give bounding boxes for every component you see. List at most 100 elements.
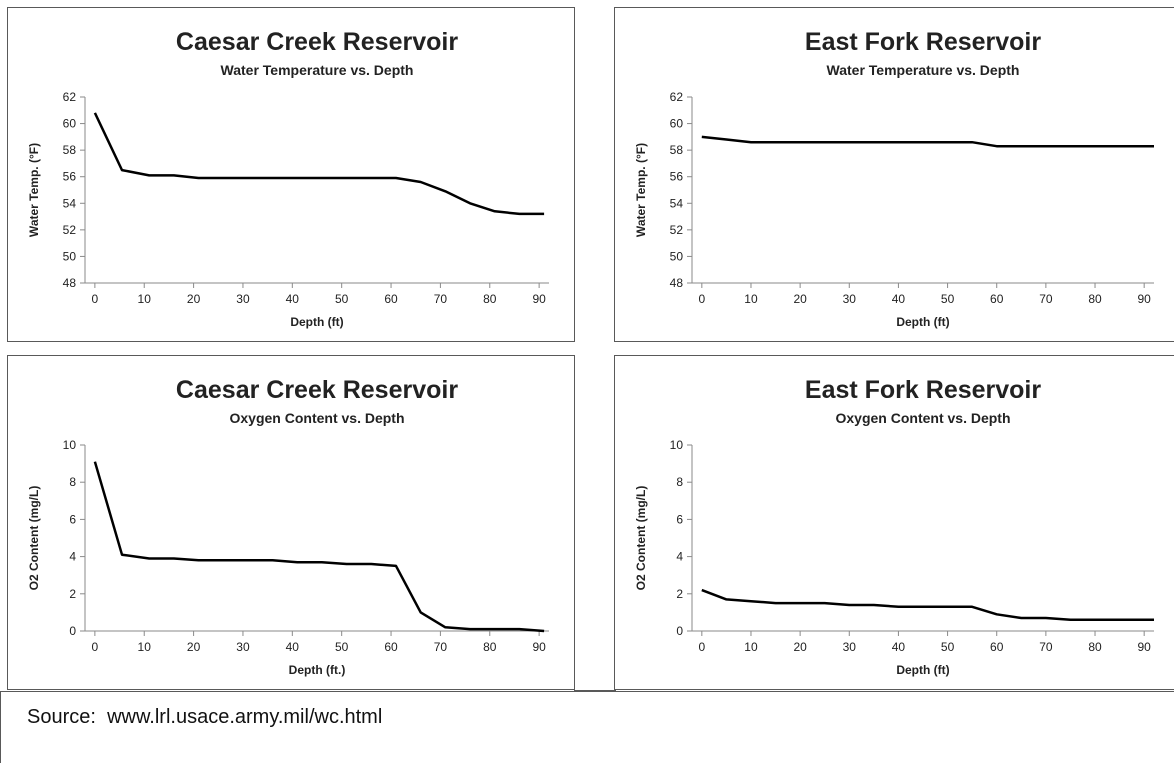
x-tick-label: 40 bbox=[892, 640, 906, 654]
y-tick-label: 2 bbox=[69, 587, 76, 601]
x-tick-label: 10 bbox=[138, 292, 152, 306]
y-tick-label: 10 bbox=[670, 438, 684, 452]
chart-eastfork-temp: East Fork Reservoir Water Temperature vs.… bbox=[634, 28, 1154, 329]
x-tick-label: 10 bbox=[744, 292, 758, 306]
x-tick-label: 60 bbox=[990, 292, 1004, 306]
x-tick-label: 80 bbox=[483, 640, 497, 654]
x-tick-label: 90 bbox=[1137, 640, 1151, 654]
y-tick-label: 0 bbox=[676, 624, 683, 638]
x-tick-label: 20 bbox=[793, 640, 807, 654]
x-tick-label: 30 bbox=[843, 640, 857, 654]
chart-panel-caesar-oxygen: Caesar Creek Reservoir Oxygen Content vs.… bbox=[7, 355, 575, 690]
chart-title: East Fork Reservoir bbox=[805, 28, 1041, 56]
y-tick-label: 6 bbox=[676, 512, 683, 526]
y-tick-label: 54 bbox=[670, 196, 684, 210]
chart-subtitle: Water Temperature vs. Depth bbox=[221, 62, 414, 78]
x-tick-label: 50 bbox=[941, 292, 955, 306]
y-tick-label: 58 bbox=[670, 143, 684, 157]
x-tick-label: 20 bbox=[187, 640, 201, 654]
y-tick-label: 58 bbox=[63, 143, 77, 157]
x-tick-label: 0 bbox=[698, 292, 705, 306]
x-tick-label: 70 bbox=[434, 640, 448, 654]
x-axis-label: Depth (ft) bbox=[896, 315, 949, 329]
chart-caesar-temp: Caesar Creek Reservoir Water Temperature … bbox=[27, 28, 549, 329]
y-tick-label: 48 bbox=[670, 276, 684, 290]
chart-eastfork-oxygen: East Fork Reservoir Oxygen Content vs. De… bbox=[634, 376, 1154, 677]
chart-subtitle: Oxygen Content vs. Depth bbox=[229, 410, 404, 426]
x-tick-label: 30 bbox=[236, 292, 250, 306]
chart-panel-caesar-temp: Caesar Creek Reservoir Water Temperature … bbox=[7, 7, 575, 342]
y-tick-label: 48 bbox=[63, 276, 77, 290]
x-axis-label: Depth (ft) bbox=[896, 663, 949, 677]
x-tick-label: 90 bbox=[532, 292, 546, 306]
series-line bbox=[93, 112, 545, 216]
y-tick-label: 8 bbox=[676, 475, 683, 489]
y-tick-label: 8 bbox=[69, 475, 76, 489]
y-axis-label: O2 Content (mg/L) bbox=[634, 486, 648, 591]
chart-panel-eastfork-oxygen: East Fork Reservoir Oxygen Content vs. De… bbox=[614, 355, 1174, 690]
x-tick-label: 10 bbox=[744, 640, 758, 654]
y-tick-label: 54 bbox=[63, 196, 77, 210]
source-box: Source: www.lrl.usace.army.mil/wc.html bbox=[0, 691, 1174, 763]
chart-panel-eastfork-temp: East Fork Reservoir Water Temperature vs.… bbox=[614, 7, 1174, 342]
x-tick-label: 90 bbox=[532, 640, 546, 654]
y-tick-label: 0 bbox=[69, 624, 76, 638]
x-tick-label: 80 bbox=[1088, 640, 1102, 654]
x-tick-label: 70 bbox=[1039, 640, 1053, 654]
x-tick-label: 20 bbox=[187, 292, 201, 306]
x-tick-label: 60 bbox=[384, 292, 398, 306]
y-tick-label: 60 bbox=[670, 117, 684, 131]
chart-title: East Fork Reservoir bbox=[805, 376, 1041, 404]
y-tick-label: 4 bbox=[676, 550, 683, 564]
chart-subtitle: Oxygen Content vs. Depth bbox=[835, 410, 1010, 426]
x-tick-label: 30 bbox=[236, 640, 250, 654]
y-tick-label: 2 bbox=[676, 587, 683, 601]
x-axis-label: Depth (ft.) bbox=[289, 663, 346, 677]
divider-line bbox=[574, 690, 616, 691]
x-tick-label: 50 bbox=[941, 640, 955, 654]
source-label: Source: bbox=[27, 706, 96, 728]
y-axis-label: O2 Content (mg/L) bbox=[27, 486, 41, 591]
x-tick-label: 80 bbox=[1088, 292, 1102, 306]
x-tick-label: 40 bbox=[286, 640, 300, 654]
x-tick-label: 0 bbox=[698, 640, 705, 654]
x-tick-label: 0 bbox=[92, 640, 99, 654]
x-tick-label: 70 bbox=[434, 292, 448, 306]
y-tick-label: 10 bbox=[63, 438, 77, 452]
x-tick-label: 30 bbox=[843, 292, 857, 306]
x-tick-label: 50 bbox=[335, 292, 349, 306]
series-line bbox=[701, 135, 1154, 148]
x-tick-label: 60 bbox=[990, 640, 1004, 654]
y-axis-label: Water Temp. (°F) bbox=[634, 143, 648, 237]
source-text: Source: www.lrl.usace.army.mil/wc.html bbox=[27, 706, 382, 729]
x-tick-label: 70 bbox=[1039, 292, 1053, 306]
chart-caesar-oxygen: Caesar Creek Reservoir Oxygen Content vs.… bbox=[27, 376, 549, 677]
x-tick-label: 20 bbox=[793, 292, 807, 306]
y-tick-label: 50 bbox=[63, 249, 77, 263]
chart-title: Caesar Creek Reservoir bbox=[176, 28, 458, 56]
y-tick-label: 56 bbox=[63, 170, 77, 184]
x-tick-label: 10 bbox=[138, 640, 152, 654]
x-tick-label: 80 bbox=[483, 292, 497, 306]
y-tick-label: 4 bbox=[69, 550, 76, 564]
y-axis-label: Water Temp. (°F) bbox=[27, 143, 41, 237]
y-tick-label: 62 bbox=[63, 90, 77, 104]
x-tick-label: 40 bbox=[892, 292, 906, 306]
x-tick-label: 0 bbox=[92, 292, 99, 306]
y-tick-label: 60 bbox=[63, 117, 77, 131]
series-line bbox=[93, 461, 545, 633]
source-url: www.lrl.usace.army.mil/wc.html bbox=[107, 706, 383, 728]
x-tick-label: 50 bbox=[335, 640, 349, 654]
x-tick-label: 60 bbox=[384, 640, 398, 654]
y-tick-label: 62 bbox=[670, 90, 684, 104]
x-tick-label: 40 bbox=[286, 292, 300, 306]
y-tick-label: 56 bbox=[670, 170, 684, 184]
series-line bbox=[701, 588, 1154, 622]
chart-subtitle: Water Temperature vs. Depth bbox=[827, 62, 1020, 78]
y-tick-label: 6 bbox=[69, 512, 76, 526]
x-tick-label: 90 bbox=[1137, 292, 1151, 306]
y-tick-label: 52 bbox=[670, 223, 684, 237]
y-tick-label: 50 bbox=[670, 249, 684, 263]
y-tick-label: 52 bbox=[63, 223, 77, 237]
x-axis-label: Depth (ft) bbox=[290, 315, 343, 329]
